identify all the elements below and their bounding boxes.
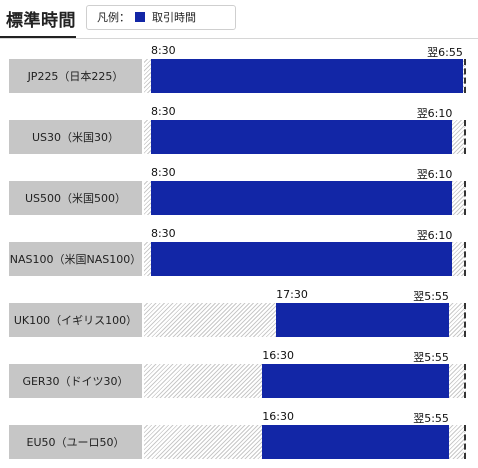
instrument-name: US30（米国30） bbox=[9, 120, 142, 154]
instrument-name: US500（米国500） bbox=[9, 181, 142, 215]
time-track bbox=[144, 303, 466, 337]
end-time-label: 翌5:55 bbox=[413, 290, 449, 303]
time-track bbox=[144, 59, 466, 93]
time-track bbox=[144, 242, 466, 276]
end-time-label: 翌5:55 bbox=[413, 351, 449, 364]
start-time-label: 17:30 bbox=[276, 288, 308, 301]
chart-row: 16:30 翌5:55 EU50（ユーロ50） bbox=[0, 408, 478, 468]
instrument-name: UK100（イギリス100） bbox=[9, 303, 142, 337]
legend: 凡例： 取引時間 bbox=[86, 5, 236, 30]
start-time-label: 8:30 bbox=[150, 44, 176, 57]
end-time-label: 翌6:10 bbox=[416, 107, 453, 120]
time-track bbox=[144, 425, 466, 459]
end-time-label: 翌6:10 bbox=[416, 168, 453, 181]
trading-hours-bar bbox=[262, 425, 449, 459]
chart-row: 8:30 翌6:55 JP225（日本225） bbox=[0, 42, 478, 102]
instrument-name: JP225（日本225） bbox=[9, 59, 142, 93]
start-time-label: 8:30 bbox=[150, 166, 176, 179]
chart-row: 8:30 翌6:10 US30（米国30） bbox=[0, 103, 478, 163]
end-time-label: 翌6:55 bbox=[427, 46, 463, 59]
legend-label: 凡例： bbox=[97, 11, 130, 24]
legend-item-trading-hours: 取引時間 bbox=[152, 11, 196, 24]
header-divider bbox=[0, 38, 478, 39]
end-time-label: 翌5:55 bbox=[413, 412, 449, 425]
legend-swatch bbox=[135, 12, 145, 22]
trading-hours-bar bbox=[150, 120, 453, 154]
instrument-name: EU50（ユーロ50） bbox=[9, 425, 142, 459]
instrument-name: GER30（ドイツ30） bbox=[9, 364, 142, 398]
trading-hours-bar bbox=[262, 364, 449, 398]
instrument-name: NAS100（米国NAS100） bbox=[9, 242, 142, 276]
page-title: 標準時間 bbox=[6, 11, 76, 31]
end-time-label: 翌6:10 bbox=[416, 229, 453, 242]
chart-row: 8:30 翌6:10 NAS100（米国NAS100） bbox=[0, 225, 478, 285]
time-track bbox=[144, 181, 466, 215]
time-track bbox=[144, 120, 466, 154]
header: 標準時間 凡例： 取引時間 bbox=[0, 0, 478, 40]
time-track bbox=[144, 364, 466, 398]
title-underline bbox=[0, 36, 76, 39]
trading-hours-bar bbox=[150, 242, 453, 276]
trading-hours-bar bbox=[150, 59, 463, 93]
trading-hours-bar bbox=[276, 303, 449, 337]
chart-row: 17:30 翌5:55 UK100（イギリス100） bbox=[0, 286, 478, 346]
chart-row: 16:30 翌5:55 GER30（ドイツ30） bbox=[0, 347, 478, 407]
start-time-label: 16:30 bbox=[262, 410, 294, 423]
start-time-label: 8:30 bbox=[150, 227, 176, 240]
start-time-label: 8:30 bbox=[150, 105, 176, 118]
trading-hours-bar bbox=[150, 181, 453, 215]
chart-row: 8:30 翌6:10 US500（米国500） bbox=[0, 164, 478, 224]
start-time-label: 16:30 bbox=[262, 349, 294, 362]
